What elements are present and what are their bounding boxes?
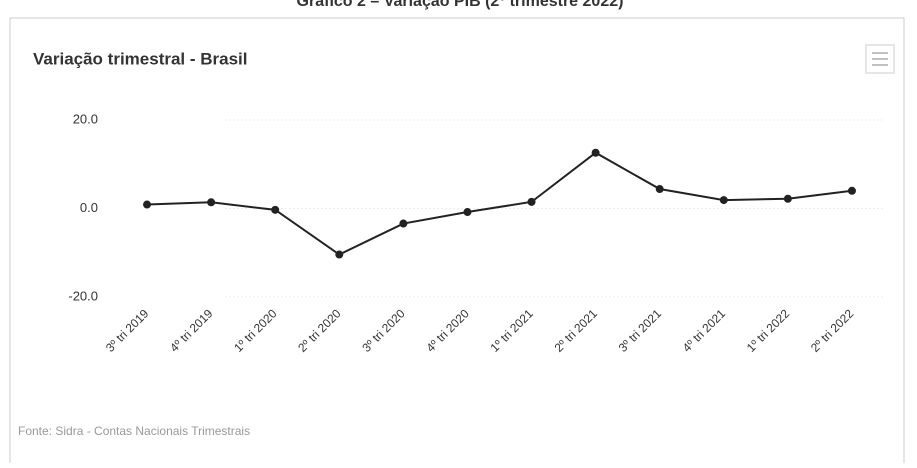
x-tick-label: 2º tri 2022: [808, 306, 857, 355]
x-tick-label: 3º tri 2021: [616, 306, 665, 355]
x-tick-label: 2º tri 2021: [552, 306, 601, 355]
y-tick-label: 20.0: [73, 111, 98, 126]
x-tick-label: 4º tri 2020: [423, 306, 472, 355]
x-tick-label: 1º tri 2022: [744, 306, 793, 355]
point: [271, 206, 279, 214]
x-tick-label: 3º tri 2020: [359, 306, 408, 355]
point: [848, 187, 856, 195]
chart-title: Variação trimestral - Brasil: [33, 49, 248, 68]
card: [10, 18, 904, 463]
source: Fonte: Sidra - Contas Nacionais Trimestr…: [18, 424, 250, 438]
point: [399, 220, 407, 228]
menu-button[interactable]: [866, 45, 894, 73]
point: [335, 251, 343, 259]
point: [207, 198, 215, 206]
point: [463, 208, 471, 216]
point: [720, 196, 728, 204]
point: [143, 201, 151, 209]
x-tick-label: 4º tri 2019: [167, 306, 216, 355]
x-tick-label: 4º tri 2021: [680, 306, 729, 355]
y-tick-label: -20.0: [68, 288, 98, 303]
chart: Gráfico 2 – Variação PIB (2º trimestre 2…: [0, 0, 917, 463]
point: [784, 195, 792, 203]
x-tick-label: 1º tri 2020: [231, 306, 280, 355]
x-tick-label: 1º tri 2021: [488, 306, 537, 355]
series-line: [147, 153, 852, 255]
y-tick-label: 0.0: [80, 200, 98, 215]
point: [528, 198, 536, 206]
point: [656, 185, 664, 193]
point: [592, 149, 600, 157]
x-tick-label: 3º tri 2019: [103, 306, 152, 355]
page-title: Gráfico 2 – Variação PIB (2º trimestre 2…: [297, 0, 624, 10]
x-tick-label: 2º tri 2020: [295, 306, 344, 355]
